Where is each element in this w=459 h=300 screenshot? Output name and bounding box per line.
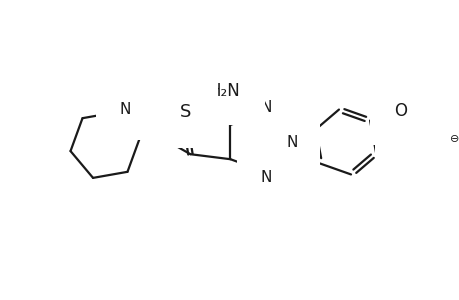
- Text: N: N: [399, 139, 411, 157]
- Text: N: N: [119, 102, 130, 117]
- Text: N: N: [260, 100, 271, 115]
- Text: S: S: [179, 103, 190, 121]
- Text: O: O: [438, 137, 451, 155]
- Text: H₂N: H₂N: [208, 82, 240, 100]
- Text: ⊕: ⊕: [392, 136, 401, 146]
- Text: O: O: [394, 102, 407, 120]
- Text: N: N: [259, 170, 271, 185]
- Text: ⊖: ⊖: [449, 134, 459, 144]
- Text: N: N: [285, 135, 297, 150]
